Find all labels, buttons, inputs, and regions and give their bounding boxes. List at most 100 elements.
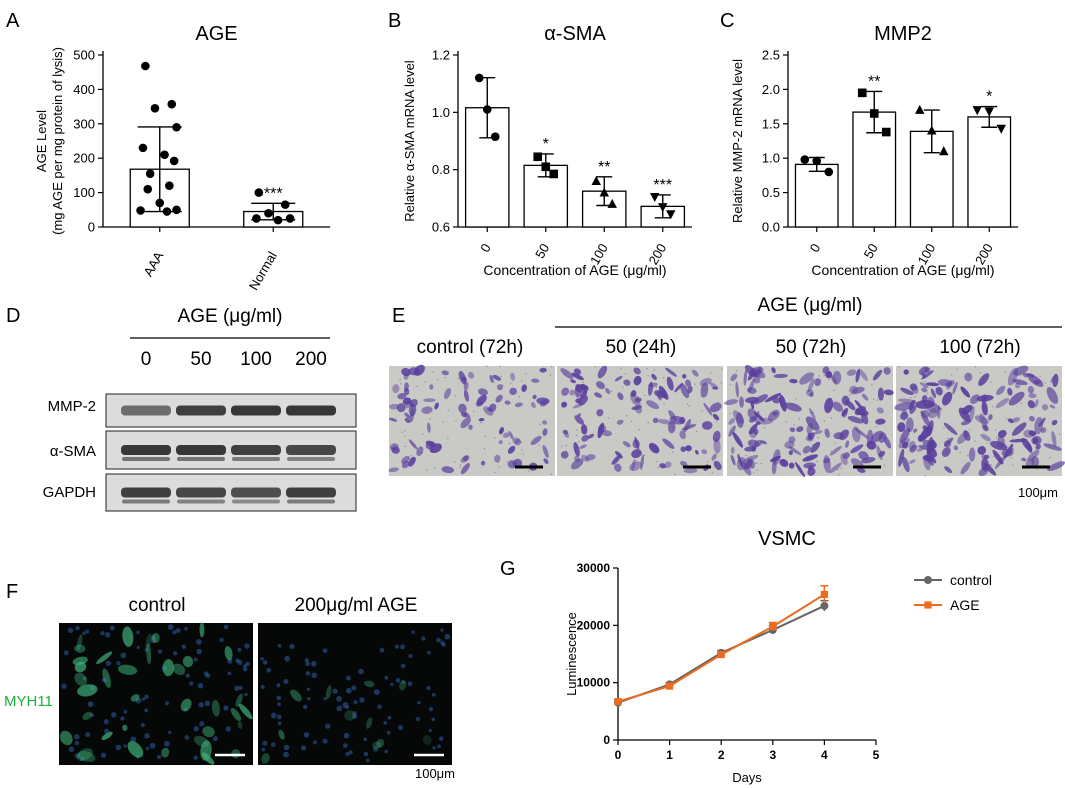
nucleus <box>223 624 229 630</box>
stained-cell <box>597 424 607 433</box>
nucleus <box>234 685 240 692</box>
pore-dot <box>661 390 663 393</box>
nucleus <box>244 692 248 697</box>
blot-band <box>231 487 281 498</box>
fluor-row-label: MYH11 <box>4 693 53 710</box>
pore-dot <box>828 379 830 381</box>
myh11-signal <box>422 734 432 745</box>
y-tick-label: 100 <box>73 185 95 200</box>
nucleus <box>283 751 289 758</box>
pore-dot <box>539 423 541 426</box>
stained-cell <box>788 462 795 469</box>
pore-dot <box>903 443 905 445</box>
pore-dot <box>715 421 718 423</box>
myh11-signal <box>162 659 175 677</box>
pore-dot <box>985 457 988 460</box>
data-point <box>614 697 622 706</box>
stained-cell <box>1051 431 1057 447</box>
chart-g: VSMC 0 10000 20000 30000 0 1 2 3 4 5 Days Luminescen… <box>564 528 992 785</box>
x-tick-label: 1 <box>666 748 673 762</box>
myh11-signal <box>200 740 212 761</box>
pore-dot <box>404 445 406 448</box>
nucleus <box>395 678 401 683</box>
pore-dot <box>656 460 658 463</box>
pore-dot <box>622 386 624 388</box>
nucleus <box>283 744 290 751</box>
pore-dot <box>506 461 509 463</box>
pore-dot <box>865 454 868 457</box>
stained-cell <box>425 440 437 447</box>
stained-cell <box>807 432 812 437</box>
nucleus <box>345 687 352 694</box>
stained-cell <box>927 396 935 407</box>
stained-cell <box>814 378 821 387</box>
myh11-signal <box>145 633 152 650</box>
nucleus <box>203 671 209 677</box>
pore-dot <box>752 472 755 474</box>
stained-cell <box>1007 418 1014 424</box>
stained-cell <box>963 430 971 441</box>
nucleus <box>300 745 307 751</box>
stained-cell <box>941 447 951 457</box>
pore-dot <box>710 372 712 374</box>
myh11-signal <box>76 634 83 651</box>
pore-dot <box>876 399 879 401</box>
pore-dot <box>434 467 436 470</box>
pore-dot <box>795 398 797 400</box>
pore-dot <box>454 461 456 463</box>
pore-dot <box>580 388 582 390</box>
x-tick-label: 0 <box>615 748 622 762</box>
data-point <box>820 590 828 598</box>
stained-cell <box>788 446 802 456</box>
stained-cell <box>960 386 971 398</box>
y-tick-label: 500 <box>73 48 95 63</box>
pore-dot <box>498 466 500 468</box>
y-tick-label: 0.0 <box>762 220 780 235</box>
panel-letter-g: G <box>500 558 516 580</box>
nucleus <box>302 704 308 710</box>
pore-dot <box>643 454 645 456</box>
nucleus <box>303 732 310 738</box>
myh11-signal <box>77 684 98 697</box>
y-tick-label: 1.2 <box>432 48 450 63</box>
nucleus <box>237 647 242 652</box>
blot-band <box>231 445 281 455</box>
stained-cell <box>668 410 677 422</box>
y-axis-label: Luminescence <box>564 612 579 696</box>
x-axis-label: Concentration of AGE (μg/ml) <box>483 262 666 278</box>
stained-cell <box>536 397 550 405</box>
nucleus <box>68 746 75 752</box>
stained-cell <box>823 458 831 464</box>
stained-cell <box>944 466 953 474</box>
stained-cell <box>572 402 585 409</box>
stained-cell <box>1027 374 1044 387</box>
stained-cell <box>788 436 796 444</box>
stained-cell <box>492 374 502 381</box>
x-axis-label: Days <box>732 770 762 785</box>
stained-cell <box>900 412 909 420</box>
nucleus <box>168 730 172 735</box>
myh11-signal <box>366 717 373 729</box>
stained-cell <box>488 403 497 413</box>
stained-cell <box>976 394 994 402</box>
stained-cell <box>646 400 660 410</box>
blot-band-faint <box>287 457 335 461</box>
stained-cell <box>685 445 692 452</box>
myh11-signal <box>102 668 111 688</box>
myh11-signal <box>237 720 243 730</box>
stained-cell <box>701 421 713 430</box>
stained-cell <box>713 438 721 454</box>
stained-cell <box>810 441 821 453</box>
stained-cell <box>866 440 877 450</box>
stained-cell <box>585 454 596 461</box>
stained-cell <box>744 459 753 470</box>
pore-dot <box>598 376 600 378</box>
stained-cell <box>925 382 939 387</box>
migration-scale-label: 100μm <box>1018 485 1058 500</box>
pore-dot <box>875 426 878 428</box>
stained-cell <box>802 454 819 462</box>
nucleus <box>400 644 405 650</box>
stained-cell <box>464 411 471 419</box>
stained-cell <box>570 458 584 470</box>
stained-cell <box>616 419 624 425</box>
